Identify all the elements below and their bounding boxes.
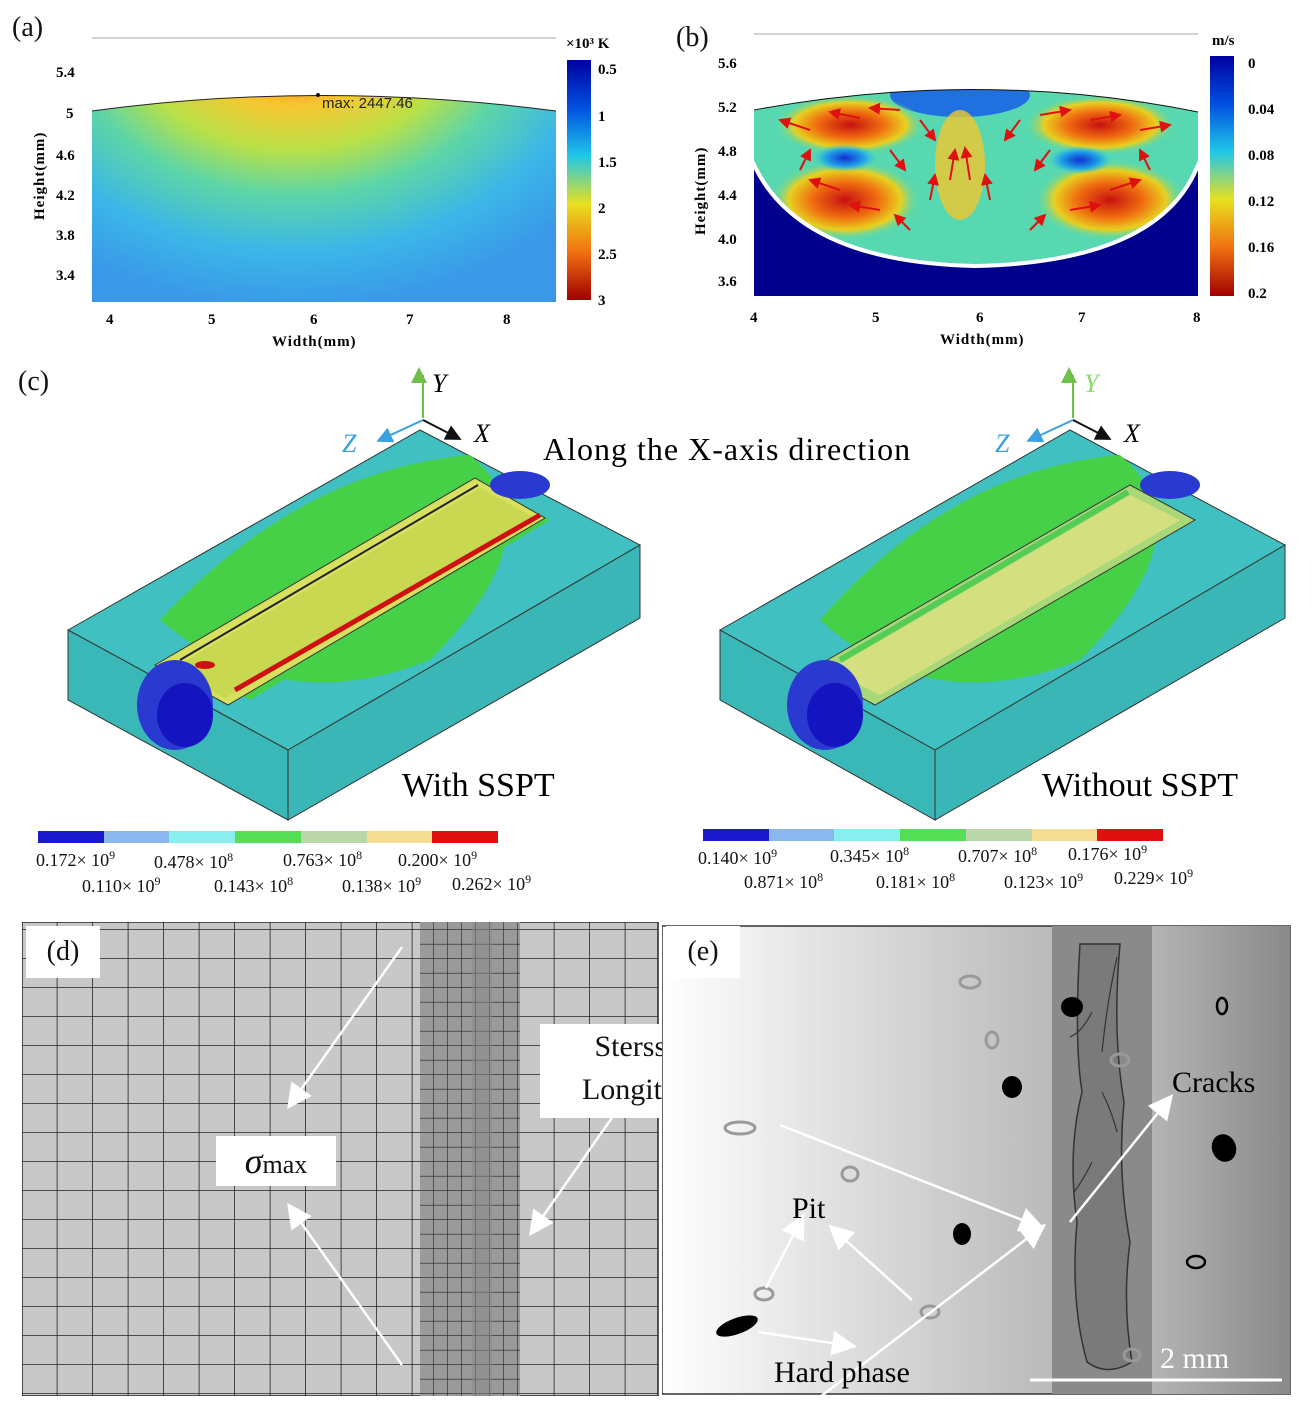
- right-stress-colorbar: [703, 829, 1164, 841]
- panel-a-y-ticks: 5.4 5 4.6 4.2 3.8 3.4: [56, 65, 75, 284]
- panel-a-max-annotation: max: 2447.46: [322, 95, 413, 112]
- svg-text:5: 5: [66, 106, 74, 122]
- svg-text:5: 5: [872, 310, 880, 326]
- svg-text:0.08: 0.08: [1248, 148, 1274, 164]
- cracks-label: Cracks: [1172, 1066, 1255, 1099]
- svg-text:1: 1: [598, 109, 606, 125]
- svg-text:3: 3: [598, 293, 606, 309]
- svg-text:0.5: 0.5: [598, 62, 617, 78]
- svg-text:4.2: 4.2: [56, 188, 75, 204]
- svg-text:4: 4: [106, 312, 114, 328]
- panel-a-ylabel: Height(mm): [32, 132, 48, 220]
- panel-e-surface: 2 mm Cracks Pit Hard phase: [662, 925, 1291, 1396]
- svg-text:2.5: 2.5: [598, 247, 617, 263]
- left-caption: With SSPT: [402, 767, 555, 804]
- svg-text:8: 8: [503, 312, 511, 328]
- svg-text:7: 7: [1078, 310, 1086, 326]
- svg-text:1.5: 1.5: [598, 155, 617, 171]
- panel-a-label: (a): [12, 12, 44, 43]
- svg-text:4: 4: [750, 310, 758, 326]
- svg-text:6: 6: [310, 312, 318, 328]
- svg-text:3.4: 3.4: [56, 268, 75, 284]
- svg-text:8: 8: [1193, 310, 1201, 326]
- panel-a-xlabel: Width(mm): [272, 334, 357, 350]
- svg-text:5.6: 5.6: [718, 56, 737, 72]
- panel-c-label: (c): [18, 366, 50, 397]
- panel-c-stress-models: Y Z X Y Z X Along the X-axis direction W…: [66, 367, 1287, 821]
- svg-text:0.04: 0.04: [1248, 102, 1275, 118]
- svg-text:X: X: [473, 419, 491, 448]
- pit-label: Pit: [792, 1192, 826, 1225]
- panel-d-label: (d): [46, 936, 80, 967]
- panel-d-label-box: (d): [26, 926, 100, 978]
- panel-b-colorbar: [1210, 56, 1234, 296]
- panel-b-x-ticks: 4 5 6 7 8: [750, 310, 1201, 326]
- svg-text:Z: Z: [995, 429, 1010, 458]
- right-model-block: [718, 429, 1287, 821]
- svg-text:Y: Y: [1084, 369, 1101, 398]
- hard-phase-label: Hard phase: [774, 1356, 910, 1389]
- svg-text:3.6: 3.6: [718, 274, 737, 290]
- right-caption: Without SSPT: [1042, 767, 1238, 804]
- direction-text: Along the X-axis direction: [543, 431, 911, 467]
- svg-text:5: 5: [208, 312, 216, 328]
- left-model-block: [66, 429, 642, 821]
- svg-text:0.2: 0.2: [1248, 286, 1267, 302]
- svg-text:5.4: 5.4: [56, 65, 75, 81]
- panel-e-label-box: (e): [666, 926, 740, 978]
- panel-b-ylabel: Height(mm): [693, 147, 709, 235]
- panel-b-colorbar-unit: m/s: [1212, 33, 1235, 49]
- svg-text:0.12: 0.12: [1248, 194, 1274, 210]
- panel-a-colorbar-unit: ×10³ K: [566, 36, 610, 52]
- svg-text:X: X: [1123, 419, 1141, 448]
- svg-text:7: 7: [406, 312, 414, 328]
- svg-text:0: 0: [1248, 56, 1256, 72]
- panel-b-y-ticks: 5.6 5.2 4.8 4.4 4.0 3.6: [718, 56, 737, 290]
- panel-b-label: (b): [676, 22, 709, 53]
- panel-a-temperature-plot: max: 2447.46 5.4 5 4.6 4.2 3.8 3.4 4 5 6…: [32, 36, 617, 350]
- panel-b-xlabel: Width(mm): [940, 332, 1025, 348]
- panel-a-colorbar-ticks: 0.5 1 1.5 2 2.5 3: [598, 62, 617, 309]
- svg-text:0.16: 0.16: [1248, 240, 1275, 256]
- panel-b-velocity-plot: 5.6 5.2 4.8 4.4 4.0 3.6 4 5 6 7 8 Width(…: [693, 33, 1275, 348]
- svg-text:4.6: 4.6: [56, 148, 75, 164]
- panel-b-colorbar-ticks: 0 0.04 0.08 0.12 0.16 0.2: [1248, 56, 1275, 302]
- panel-d-mesh: [22, 922, 659, 1396]
- svg-text:Y: Y: [432, 369, 449, 398]
- left-stress-colorbar: [38, 831, 499, 843]
- svg-text:5.2: 5.2: [718, 100, 737, 116]
- svg-text:6: 6: [976, 310, 984, 326]
- svg-text:2: 2: [598, 201, 606, 217]
- panel-a-x-ticks: 4 5 6 7 8: [106, 312, 511, 328]
- svg-text:Z: Z: [342, 429, 357, 458]
- svg-text:3.8: 3.8: [56, 228, 75, 244]
- panel-a-colorbar: [567, 60, 591, 300]
- svg-text:4.4: 4.4: [718, 188, 737, 204]
- sigma-max-label: σmax: [216, 1136, 336, 1186]
- scale-bar-label: 2 mm: [1160, 1342, 1229, 1375]
- svg-text:4.0: 4.0: [718, 232, 737, 248]
- svg-text:4.8: 4.8: [718, 144, 737, 160]
- panel-e-label: (e): [687, 936, 719, 967]
